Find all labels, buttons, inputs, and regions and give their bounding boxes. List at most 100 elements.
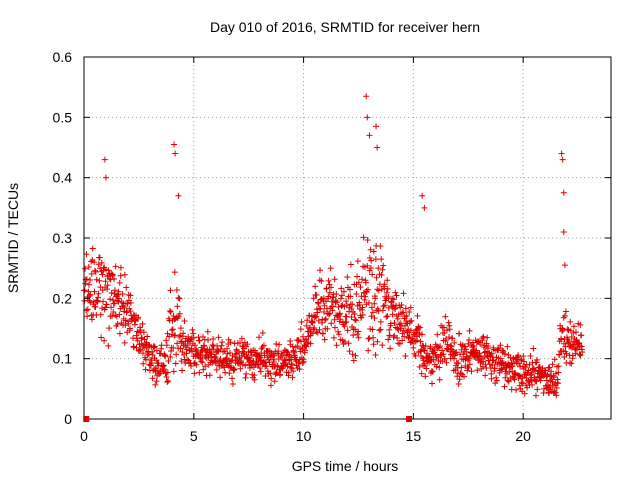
data-point xyxy=(313,328,320,335)
data-point xyxy=(515,360,522,367)
data-point xyxy=(244,341,251,348)
data-point xyxy=(116,311,123,318)
data-point xyxy=(541,385,548,392)
data-point xyxy=(421,204,428,211)
data-point xyxy=(366,267,373,274)
data-point xyxy=(299,359,306,366)
data-point xyxy=(506,368,513,375)
data-point xyxy=(479,337,486,344)
data-point xyxy=(205,337,212,343)
data-point xyxy=(238,335,245,342)
data-point xyxy=(101,156,108,163)
data-point xyxy=(332,297,339,304)
data-point xyxy=(417,324,424,331)
data-point xyxy=(460,373,467,380)
data-point xyxy=(287,364,294,371)
data-point xyxy=(85,288,92,295)
data-point xyxy=(193,361,200,368)
data-point xyxy=(404,329,411,336)
data-point xyxy=(362,293,369,300)
data-point xyxy=(534,356,541,363)
data-point xyxy=(108,304,115,311)
data-point xyxy=(433,363,440,370)
data-point xyxy=(343,318,350,325)
data-point xyxy=(100,298,107,305)
data-point xyxy=(189,348,196,355)
data-point xyxy=(518,379,525,386)
data-point xyxy=(149,348,156,355)
data-point xyxy=(357,284,364,291)
data-point xyxy=(202,363,209,370)
data-point xyxy=(97,311,104,318)
data-point xyxy=(509,368,516,375)
data-point xyxy=(521,390,528,397)
data-point xyxy=(359,304,366,311)
data-point xyxy=(549,361,556,368)
grid-lines xyxy=(84,57,611,419)
data-point xyxy=(317,267,324,274)
data-point xyxy=(163,374,170,381)
data-point xyxy=(458,364,465,371)
data-point xyxy=(386,326,393,333)
data-point xyxy=(256,353,263,360)
y-axis-label: SRMTID / TECUs xyxy=(5,183,21,293)
data-point xyxy=(340,288,347,295)
data-point xyxy=(335,312,342,319)
data-point xyxy=(104,282,111,289)
data-point xyxy=(125,320,132,327)
data-point xyxy=(104,286,111,293)
data-point xyxy=(404,328,411,335)
data-point xyxy=(375,265,382,272)
data-point xyxy=(443,359,450,366)
data-point xyxy=(396,340,403,347)
chart-title: Day 010 of 2016, SRMTID for receiver her… xyxy=(210,19,480,35)
data-point xyxy=(343,298,350,305)
data-point xyxy=(300,358,307,365)
data-point xyxy=(326,289,333,296)
data-point xyxy=(348,305,355,312)
data-point xyxy=(355,328,362,335)
data-point xyxy=(84,306,91,313)
data-point xyxy=(370,334,377,341)
data-point xyxy=(189,326,196,333)
data-point xyxy=(573,329,580,336)
data-point xyxy=(570,323,577,330)
data-point xyxy=(351,311,358,317)
data-point xyxy=(304,317,311,324)
data-point xyxy=(369,309,376,316)
data-point xyxy=(385,336,392,343)
data-point xyxy=(422,373,429,380)
data-point xyxy=(365,347,372,354)
data-point xyxy=(172,332,179,339)
data-point xyxy=(184,356,191,363)
y-tick-label: 0.5 xyxy=(53,109,73,125)
data-point xyxy=(470,342,477,349)
data-point xyxy=(421,347,428,354)
data-point xyxy=(328,298,335,305)
data-point xyxy=(552,389,559,396)
data-point xyxy=(546,364,553,371)
data-point xyxy=(412,352,419,359)
data-point xyxy=(437,343,444,350)
data-point xyxy=(402,353,409,360)
data-point xyxy=(573,346,580,353)
data-point xyxy=(473,349,480,356)
data-point xyxy=(375,287,382,294)
data-point xyxy=(372,351,379,358)
data-point xyxy=(443,327,450,334)
data-point xyxy=(257,368,264,375)
data-point xyxy=(360,234,367,241)
data-point xyxy=(158,342,165,349)
data-point xyxy=(445,319,452,326)
data-point xyxy=(345,340,352,347)
data-point xyxy=(515,352,522,359)
data-point xyxy=(384,277,391,284)
data-point xyxy=(361,296,368,303)
data-point xyxy=(379,342,386,349)
data-point xyxy=(393,292,400,299)
data-point xyxy=(427,343,434,350)
data-point xyxy=(576,339,583,346)
data-point xyxy=(465,357,472,364)
data-point xyxy=(364,262,371,269)
data-point xyxy=(378,256,385,263)
